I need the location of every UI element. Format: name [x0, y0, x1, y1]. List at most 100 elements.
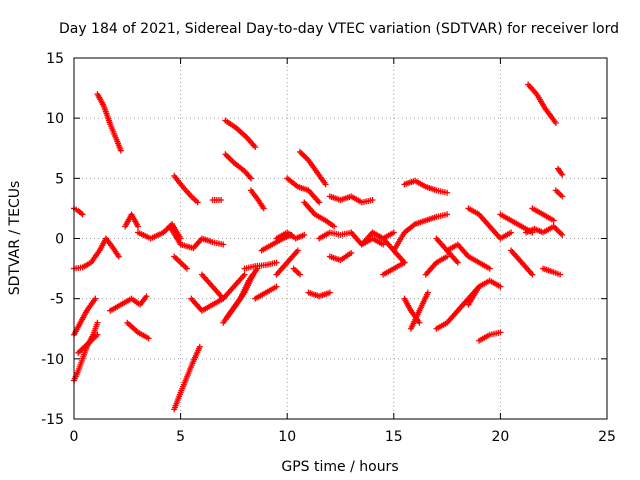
series-arc-18 — [247, 187, 267, 212]
data-point — [416, 319, 423, 326]
series-arc-16 — [222, 117, 259, 151]
data-point — [401, 259, 408, 266]
data-point — [115, 253, 122, 260]
series-arc-15 — [209, 196, 225, 203]
data-point — [444, 211, 451, 218]
series-arc-10 — [124, 319, 152, 342]
series-arc-45 — [433, 235, 461, 266]
y-tick-label: -10 — [41, 352, 64, 368]
series-arc-42 — [422, 253, 451, 278]
grid-lines — [74, 58, 607, 419]
data-point — [143, 293, 150, 300]
series-arc-57 — [358, 229, 397, 248]
data-point — [559, 193, 566, 200]
data-point — [183, 265, 190, 272]
data-point — [444, 253, 451, 260]
data-point — [322, 181, 329, 188]
series-arc-30 — [301, 199, 338, 230]
x-tick-label: 0 — [70, 429, 79, 445]
data-point — [79, 211, 86, 218]
data-point — [218, 196, 225, 203]
data-point — [134, 223, 141, 230]
series-arc-12 — [166, 223, 227, 252]
data-point — [294, 247, 301, 254]
x-tick-label: 5 — [176, 429, 185, 445]
data-point — [252, 144, 259, 151]
series-arc-47 — [465, 277, 504, 308]
series-arc-32 — [326, 193, 376, 206]
series-arc-39 — [401, 177, 451, 196]
series-arc-37 — [380, 259, 408, 278]
series-arc-27 — [273, 247, 301, 278]
series-arc-09 — [107, 293, 150, 314]
series-arc-04 — [71, 295, 99, 338]
x-axis-label: GPS time / hours — [281, 459, 398, 475]
x-tick-label: 15 — [385, 429, 403, 445]
series-arc-03 — [71, 235, 122, 272]
series-arc-05 — [71, 319, 101, 384]
data-point — [220, 241, 227, 248]
data-point — [552, 119, 559, 126]
y-tick-label: -15 — [41, 412, 64, 428]
data-point — [194, 199, 201, 206]
series-arc-24 — [252, 283, 280, 302]
data-point — [559, 231, 566, 238]
x-tick-label: 10 — [278, 429, 296, 445]
series-arc-29 — [296, 148, 329, 188]
x-tick-label: 20 — [491, 429, 509, 445]
data-point — [331, 223, 338, 230]
data-point — [486, 265, 493, 272]
series-arc-11 — [171, 172, 201, 206]
series-arc-54 — [552, 187, 566, 200]
series-arc-17 — [222, 151, 254, 182]
data-point — [508, 229, 515, 236]
y-tick-label: 0 — [55, 232, 64, 248]
data-point — [145, 335, 152, 342]
data-point — [444, 189, 451, 196]
data-point — [241, 271, 248, 278]
data-point — [380, 241, 387, 248]
series-arc-55 — [554, 165, 566, 178]
data-points — [71, 81, 566, 413]
series-arc-52 — [529, 205, 557, 224]
y-tick-label: 10 — [46, 111, 64, 127]
series-arc-14 — [171, 253, 190, 272]
series-arc-46 — [465, 205, 515, 242]
axis-ticks: 0 5 10 15 20 25 -15 -10 -5 0 5 10 15 — [41, 51, 616, 445]
series-arc-48 — [476, 329, 504, 344]
data-point — [220, 295, 227, 302]
series-arc-33 — [305, 289, 333, 300]
data-point — [273, 259, 280, 266]
data-point — [550, 217, 557, 224]
x-tick-label: 25 — [598, 429, 616, 445]
data-point — [454, 259, 461, 266]
data-point — [390, 229, 397, 236]
data-point — [559, 171, 566, 178]
series-arc-06 — [75, 331, 101, 356]
series-arc-01 — [94, 91, 124, 154]
chart-title: Day 184 of 2021, Sidereal Day-to-day VTE… — [59, 21, 619, 37]
data-point — [301, 231, 308, 238]
data-point — [529, 271, 536, 278]
data-point — [369, 196, 376, 203]
data-point — [497, 283, 504, 290]
y-tick-label: -5 — [50, 292, 64, 308]
series-arc-20 — [188, 295, 227, 314]
data-point — [94, 319, 101, 326]
data-point — [250, 271, 257, 278]
series-arc-28 — [284, 175, 323, 206]
series-arc-51 — [522, 223, 566, 238]
series-arc-53 — [525, 81, 559, 126]
data-point — [316, 199, 323, 206]
series-arc-07 — [122, 211, 141, 230]
y-axis-label: SDTVAR / TECUs — [7, 181, 23, 296]
data-point — [288, 231, 295, 238]
series-arc-22 — [224, 271, 257, 320]
series-arc-50 — [508, 247, 536, 278]
data-point — [273, 283, 280, 290]
series-arc-26 — [258, 231, 295, 254]
y-tick-label: 15 — [46, 51, 64, 67]
series-arc-38 — [390, 211, 451, 254]
